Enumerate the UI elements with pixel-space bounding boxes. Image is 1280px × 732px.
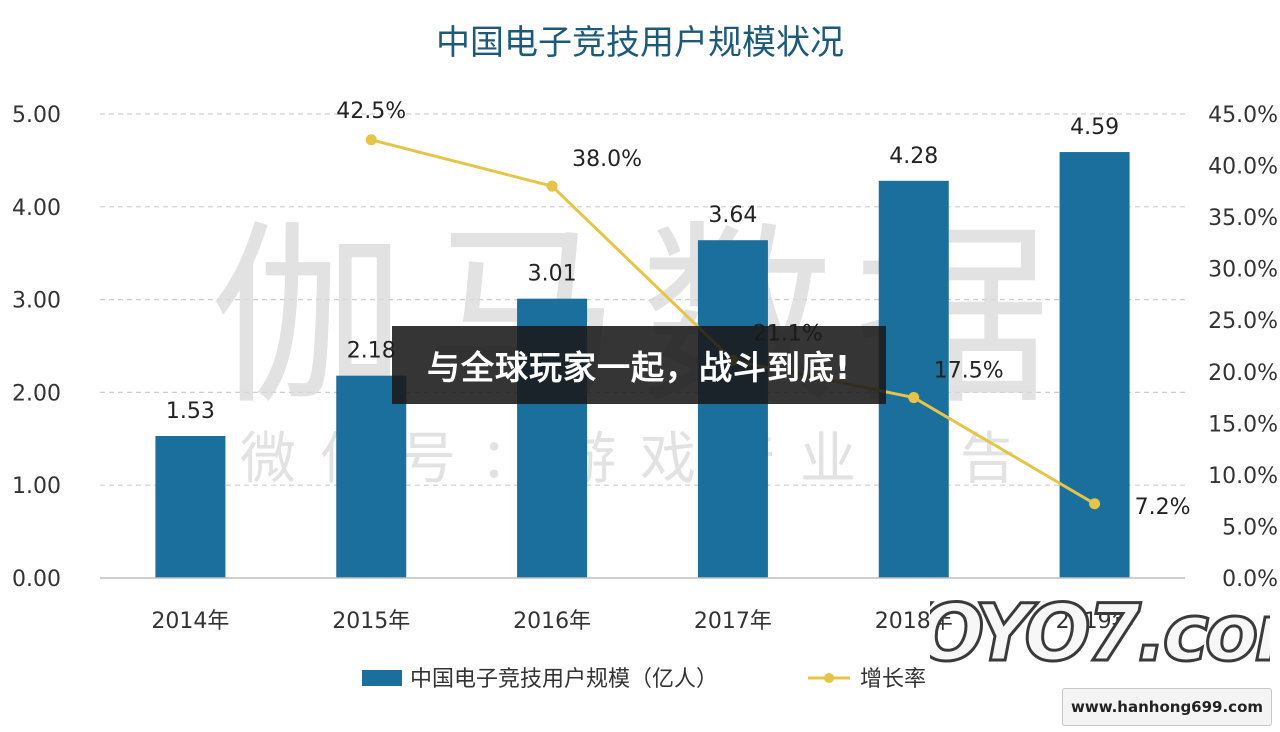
x-tick-label: 2019年 [1056, 609, 1134, 634]
bar [697, 240, 768, 578]
x-tick-label: 2015年 [332, 609, 410, 634]
bar-value-label: 2.18 [347, 339, 396, 364]
bar [1059, 152, 1130, 578]
y-left-tick-label: 3.00 [12, 289, 61, 314]
bar-value-label: 4.59 [1070, 115, 1119, 140]
bar-series [155, 152, 1130, 579]
y-right-tick-label: 10.0% [1208, 464, 1278, 489]
bar [878, 180, 949, 579]
x-tick-label: 2018年 [875, 609, 953, 634]
line-point [908, 392, 920, 404]
legend: 中国电子竞技用户规模（亿人） 增长率 [362, 667, 926, 692]
bar-value-label: 3.01 [528, 262, 577, 287]
bar-value-label: 1.53 [166, 399, 215, 424]
legend-bar-label: 中国电子竞技用户规模（亿人） [410, 667, 718, 692]
y-left-tick-label: 0.00 [12, 567, 61, 592]
y-left-tick-label: 5.00 [12, 103, 61, 128]
site-url-text: www.hanhong699.com [1070, 698, 1264, 716]
line-value-label: 38.0% [572, 147, 642, 172]
site-logo: YOYO7.com [930, 588, 1270, 681]
site-logo-text: YOYO7.com [930, 589, 1270, 679]
line-value-label: 42.5% [336, 99, 406, 124]
legend-bar-swatch [362, 670, 402, 686]
x-tick-label: 2017年 [694, 609, 772, 634]
y-right-tick-label: 25.0% [1208, 309, 1278, 334]
y-left-tick-label: 4.00 [12, 196, 61, 221]
y-right-tick-label: 30.0% [1208, 258, 1278, 283]
y-right-tick-label: 20.0% [1208, 361, 1278, 386]
y-left-tick-label: 1.00 [12, 474, 61, 499]
bar-value-label: 4.28 [889, 144, 938, 169]
x-tick-label: 2014年 [151, 609, 229, 634]
legend-line-label: 增长率 [860, 667, 926, 692]
y-right-tick-label: 15.0% [1208, 412, 1278, 437]
y-right-tick-label: 45.0% [1208, 103, 1278, 128]
y-left-tick-label: 2.00 [12, 381, 61, 406]
legend-line-marker [824, 673, 834, 683]
line-point [1089, 498, 1101, 510]
axes: 0.00 1.00 2.00 3.00 4.00 5.00 0.0% 5.0% 10.0% 15.… [12, 103, 1278, 634]
x-tick-label: 2016年 [513, 609, 591, 634]
chart-title: 中国电子竞技用户规模状况 [436, 23, 844, 63]
y-right-tick-label: 40.0% [1208, 155, 1278, 180]
site-url-badge: www.hanhong699.com [1062, 688, 1272, 726]
y-right-tick-label: 35.0% [1208, 206, 1278, 231]
banner-text: 与全球玩家一起，战斗到底! [426, 348, 852, 387]
line-point [546, 180, 558, 192]
y-right-tick-label: 5.0% [1222, 515, 1278, 540]
bar [155, 436, 226, 578]
line-value-label: 7.2% [1135, 495, 1191, 520]
bar [336, 375, 407, 578]
line-value-label: 17.5% [934, 359, 1004, 384]
promo-banner: 与全球玩家一起，战斗到底! [392, 326, 886, 404]
line-point [365, 134, 377, 146]
y-right-tick-label: 0.0% [1222, 567, 1278, 592]
bar-value-label: 3.64 [708, 203, 757, 228]
